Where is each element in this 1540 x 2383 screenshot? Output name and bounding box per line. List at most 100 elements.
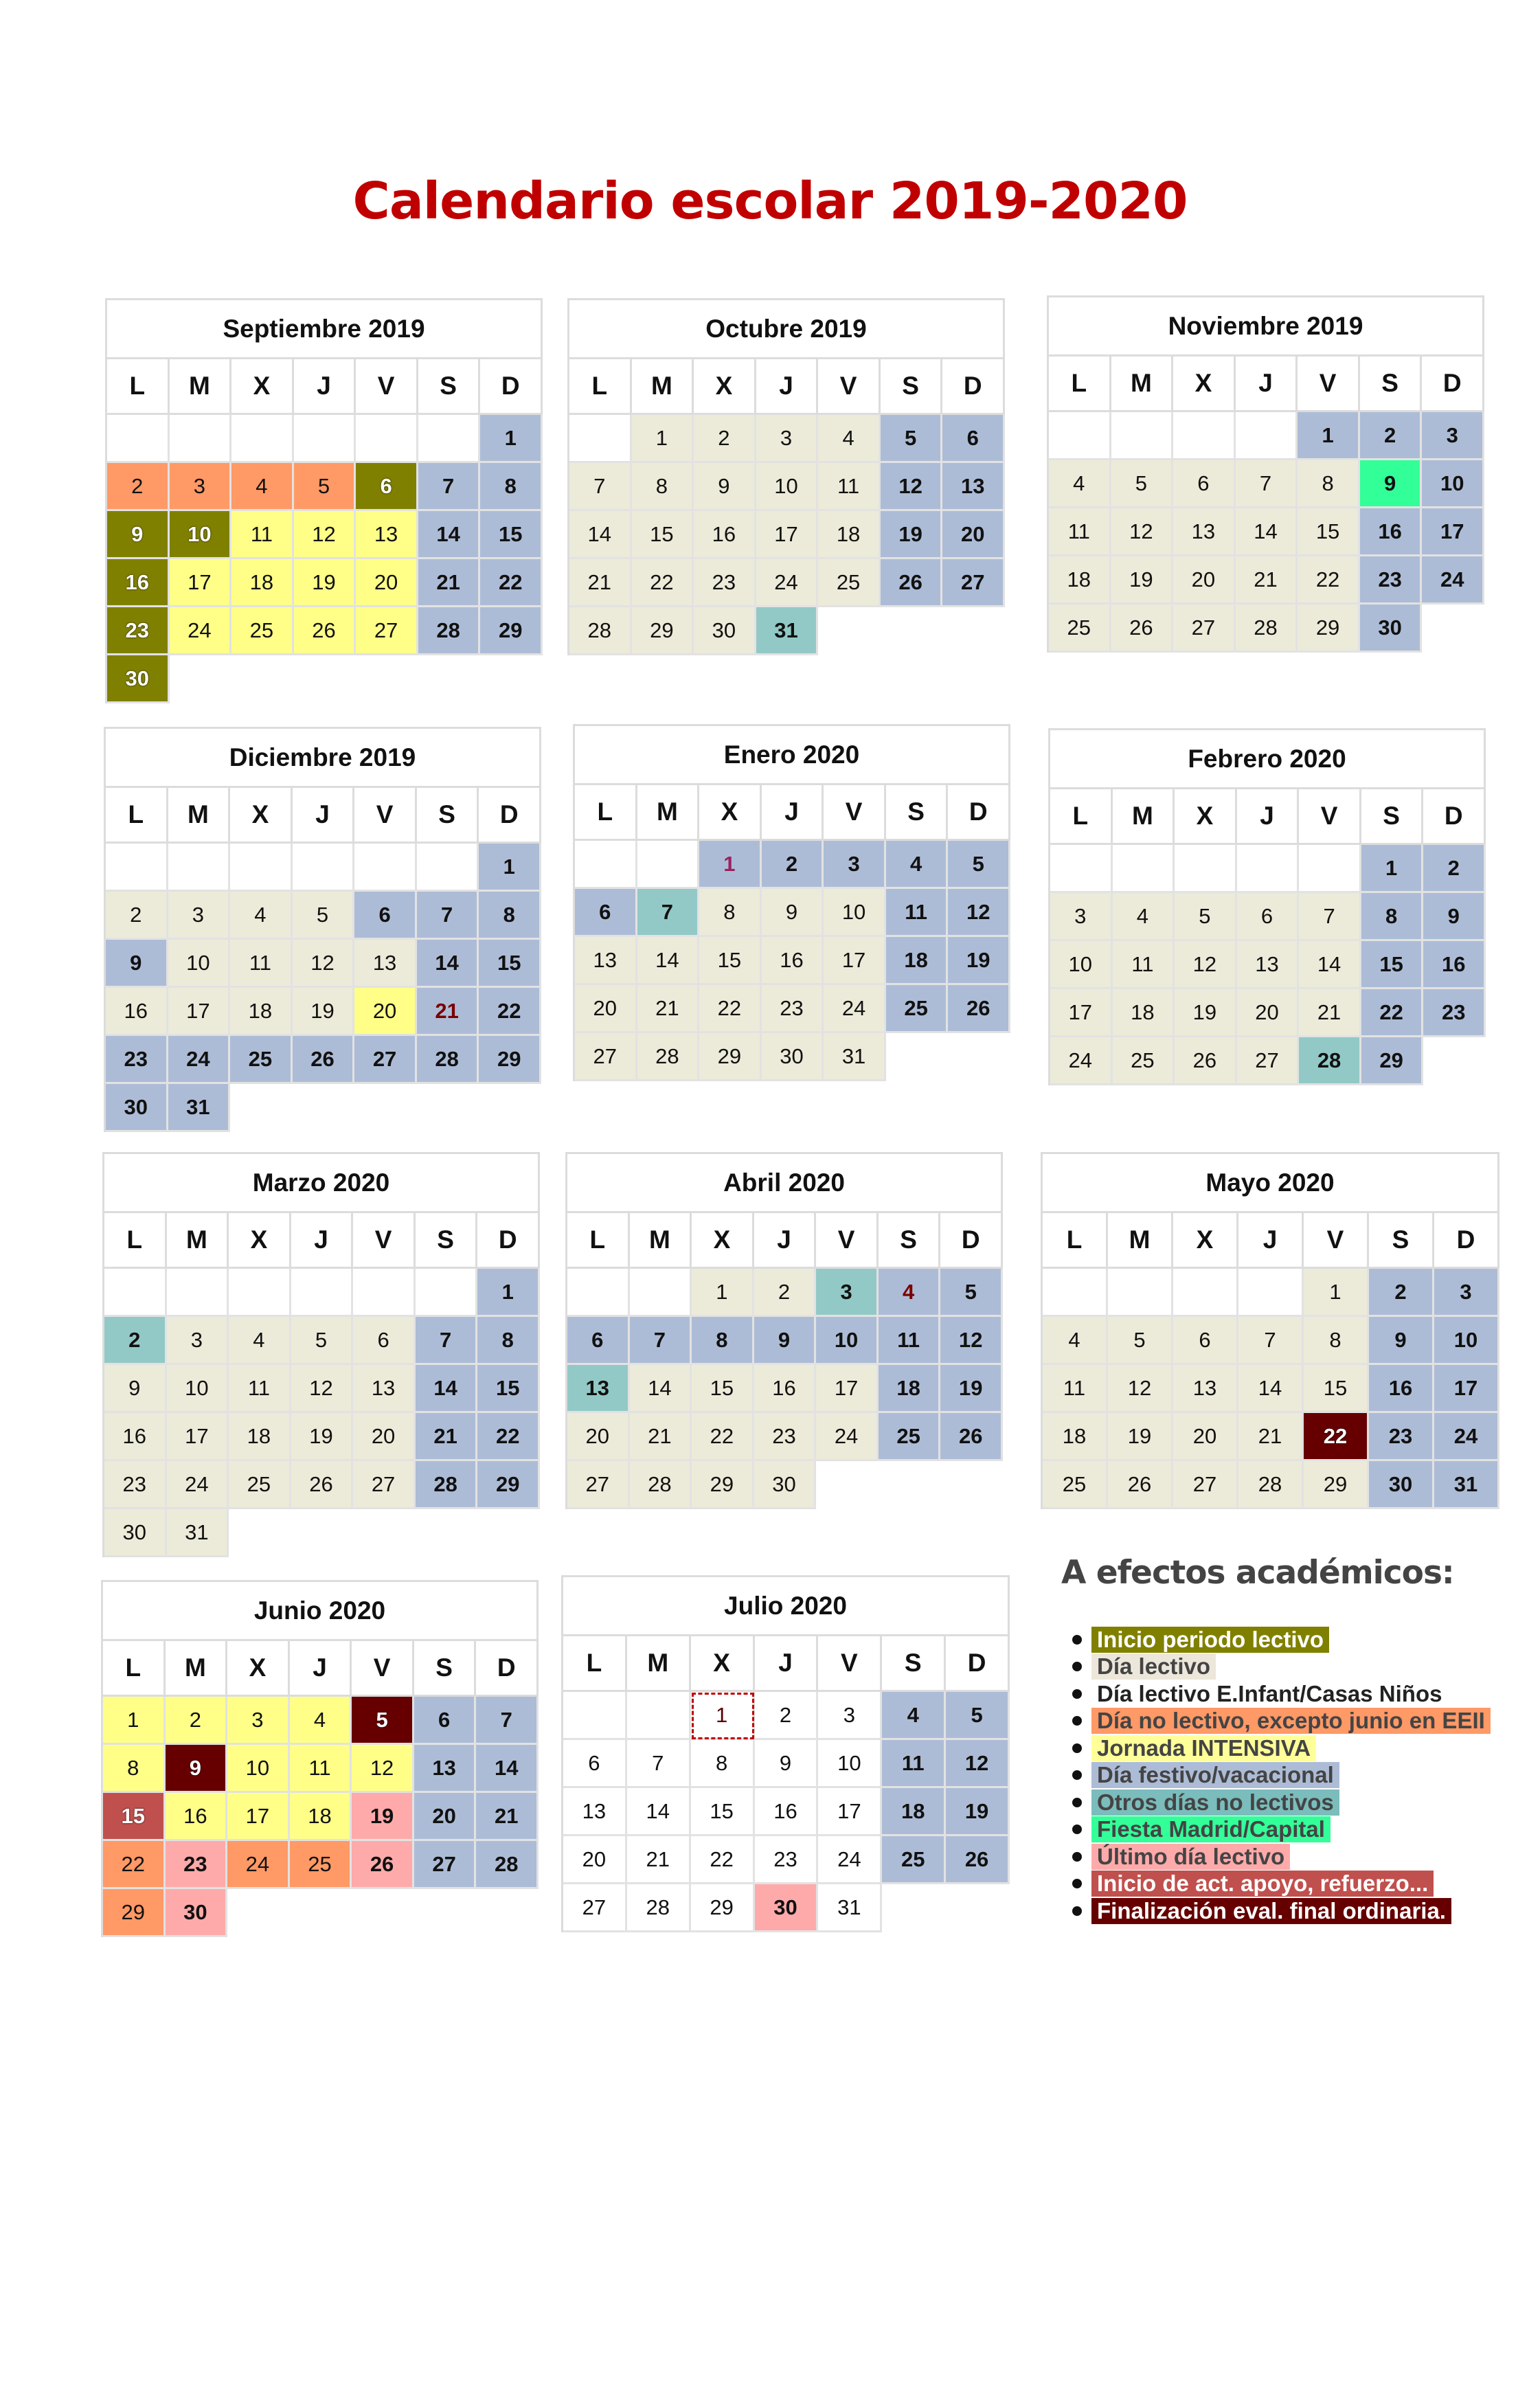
- day-cell: 10: [818, 1740, 883, 1788]
- day-cell: 15: [692, 1365, 754, 1413]
- day-cell: 10: [816, 1317, 879, 1365]
- day-cell: 5: [1175, 893, 1237, 941]
- day-cell: 18: [1043, 1413, 1108, 1461]
- day-cell: 5: [352, 1697, 414, 1745]
- day-cell: 24: [816, 1413, 879, 1461]
- legend-label: Día no lectivo, excepto junio en EEII: [1091, 1708, 1491, 1735]
- month-title: Enero 2020: [573, 724, 1010, 783]
- day-cell: 26: [1108, 1461, 1173, 1509]
- empty-cell: [353, 1269, 416, 1317]
- day-cell: 7: [637, 889, 700, 937]
- day-cell: 12: [291, 1365, 354, 1413]
- day-cell: 17: [168, 988, 231, 1036]
- day-cell: 18: [230, 988, 293, 1036]
- day-cell: 27: [353, 1461, 416, 1509]
- day-cell: 13: [575, 937, 637, 985]
- day-cell: 26: [292, 1036, 355, 1084]
- day-cell: 16: [107, 559, 170, 607]
- day-cell: 28: [416, 1036, 479, 1084]
- day-cell: 24: [756, 559, 819, 607]
- weekday-header: L: [103, 1639, 166, 1697]
- weekday-header: D: [942, 357, 1005, 415]
- day-cell: 4: [289, 1697, 352, 1745]
- day-cell: 16: [754, 1365, 817, 1413]
- day-cell: 30: [1359, 605, 1423, 653]
- day-cell: 20: [563, 1836, 627, 1884]
- bullet-icon: [1072, 1770, 1082, 1781]
- month-september: Septiembre 2019 L M X J V S D 1 2 3 4 5 6 7 8 9 10 11 12 13 1…: [105, 298, 543, 703]
- day-cell: 3: [166, 1317, 229, 1365]
- day-cell: 9: [754, 1740, 819, 1788]
- day-cell: 18: [231, 559, 294, 607]
- day-cell: 23: [694, 559, 756, 607]
- month-title: Marzo 2020: [102, 1152, 540, 1211]
- day-cell: 20: [414, 1793, 477, 1841]
- weekday-header: J: [1238, 1211, 1304, 1269]
- legend-label: Fiesta Madrid/Capital: [1091, 1816, 1330, 1843]
- empty-cell: [415, 1269, 478, 1317]
- day-cell: 21: [476, 1793, 539, 1841]
- day-cell: 11: [878, 1317, 941, 1365]
- empty-cell: [1111, 412, 1174, 460]
- day-cell: 10: [1434, 1317, 1499, 1365]
- day-cell: 8: [1361, 893, 1424, 941]
- day-cell: 31: [818, 1884, 883, 1932]
- weekday-header: S: [878, 1211, 941, 1269]
- weekday-header: S: [415, 1211, 478, 1269]
- weekday-header: L: [575, 783, 637, 841]
- day-cell: 26: [1175, 1037, 1237, 1085]
- weekday-header: D: [940, 1211, 1003, 1269]
- day-cell: 21: [418, 559, 481, 607]
- legend-title: A efectos académicos:: [1061, 1554, 1455, 1592]
- day-cell: 22: [631, 559, 694, 607]
- day-cell: 25: [882, 1836, 947, 1884]
- day-cell: 19: [880, 511, 943, 559]
- day-cell: 3: [824, 841, 886, 889]
- day-cell: 6: [1173, 460, 1236, 508]
- empty-cell: [575, 841, 637, 889]
- day-cell: 11: [229, 1365, 291, 1413]
- empty-cell: [1050, 845, 1113, 893]
- weekday-header: M: [629, 1211, 692, 1269]
- day-cell: 28: [626, 1884, 691, 1932]
- day-cell: 23: [107, 607, 170, 655]
- day-cell: 10: [1422, 460, 1484, 508]
- empty-cell: [168, 844, 231, 892]
- day-cell: 11: [882, 1740, 947, 1788]
- empty-cell: [567, 1269, 630, 1317]
- weekday-header: V: [824, 783, 886, 841]
- empty-cell: [416, 844, 479, 892]
- weekday-header: M: [1112, 787, 1175, 845]
- legend-item: Jornada INTENSIVA: [1061, 1735, 1528, 1762]
- day-cell: 30: [1369, 1461, 1434, 1509]
- day-cell: 21: [629, 1413, 692, 1461]
- day-cell: 22: [477, 1413, 540, 1461]
- day-cell: 31: [824, 1033, 886, 1081]
- day-cell: 21: [637, 985, 700, 1033]
- day-cell: 16: [165, 1793, 228, 1841]
- day-cell: 1: [692, 1269, 754, 1317]
- day-cell: 16: [106, 988, 168, 1036]
- day-cell: 30: [106, 1084, 168, 1132]
- empty-cell: [169, 415, 232, 463]
- empty-cell: [563, 1692, 627, 1740]
- empty-cell: [354, 844, 417, 892]
- day-cell: 25: [878, 1413, 941, 1461]
- weekday-header: J: [756, 357, 819, 415]
- legend-item: Inicio de act. apoyo, refuerzo...: [1061, 1871, 1528, 1898]
- day-cell: 7: [415, 1317, 478, 1365]
- day-cell: 20: [1173, 1413, 1238, 1461]
- day-cell: 4: [818, 415, 881, 463]
- day-cell: 1: [480, 415, 543, 463]
- month-february: Febrero 2020 L M X J V S D 1 2 3 4 5 6 7 8 9 10 11 12 13 14 15…: [1048, 728, 1486, 1085]
- day-cell: 7: [1299, 893, 1361, 941]
- day-cell: 27: [354, 1036, 417, 1084]
- day-cell: 28: [1238, 1461, 1304, 1509]
- day-cell: 13: [1173, 1365, 1238, 1413]
- month-title: Mayo 2020: [1041, 1152, 1499, 1211]
- legend-label: Inicio periodo lectivo: [1091, 1626, 1330, 1653]
- day-cell: 8: [103, 1745, 166, 1793]
- day-cell: 26: [352, 1841, 414, 1889]
- day-cell: 17: [1422, 508, 1484, 556]
- weekday-header: D: [480, 357, 543, 415]
